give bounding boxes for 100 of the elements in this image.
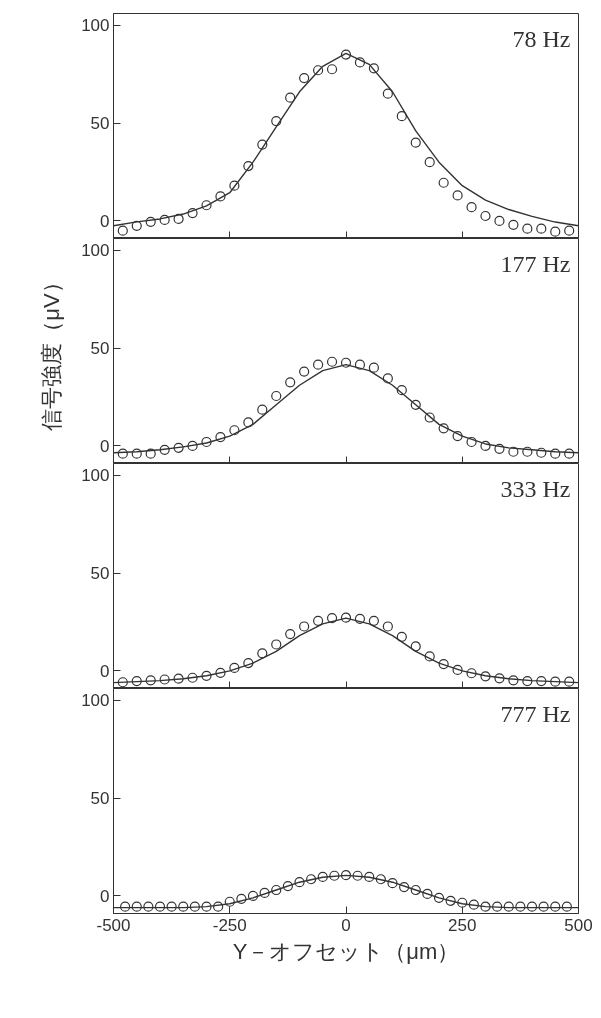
point [522,675,533,687]
point [247,890,259,901]
point [480,671,491,682]
x-tick-label: 0 [341,915,351,935]
point [550,676,561,687]
point [508,219,519,230]
y-tick-label: 0 [100,436,110,456]
point [215,191,226,202]
point [271,639,282,650]
point [313,359,324,370]
point [259,887,270,899]
point [382,621,393,632]
x-tick-label: -500 [96,915,131,935]
point [173,442,184,453]
point [424,412,435,423]
point [438,177,449,188]
y-tick-label: 100 [81,16,110,36]
point [382,88,393,99]
point [215,432,226,443]
point [243,417,254,428]
point [131,220,142,231]
point [550,448,561,459]
point [508,675,519,686]
point [187,672,198,683]
point [424,651,435,662]
point [285,629,296,640]
point [396,385,407,396]
point [508,446,519,457]
point [213,901,224,912]
point [340,870,352,881]
point [382,373,393,384]
point [550,226,561,237]
point [178,901,189,912]
point [375,874,386,885]
point [340,612,352,623]
point [452,190,463,201]
point [503,901,514,912]
point [492,901,503,912]
point [271,884,282,896]
point [522,223,533,234]
point [515,901,526,912]
point [326,612,338,624]
y-tick-label: 50 [90,564,110,584]
point [410,641,421,652]
point [257,139,268,150]
point [257,648,268,659]
point [536,447,547,458]
annotation: 177 Hz [500,250,571,277]
point [166,901,177,912]
x-tick-label: -250 [212,915,247,935]
point [117,448,128,459]
point [536,223,547,234]
point [354,613,366,624]
annotation: 333 Hz [500,475,571,502]
point [159,674,170,685]
point [522,446,533,457]
point [173,213,184,225]
point [306,874,317,885]
point [536,675,547,687]
point [564,225,575,236]
point [410,399,421,410]
point [480,901,491,912]
point [438,423,449,434]
point [236,893,247,904]
point [396,111,407,122]
point [368,63,379,74]
point [326,356,338,367]
point [215,667,226,678]
point [452,431,463,442]
point [224,896,235,907]
point [229,425,240,436]
point [313,65,324,76]
point [452,664,463,675]
point [538,901,549,912]
point [354,57,366,68]
point [354,359,366,370]
point [229,180,240,191]
point [457,897,468,908]
point [326,64,338,75]
point [561,901,572,912]
point [317,871,328,882]
point [145,448,156,459]
point [159,444,170,455]
point [564,448,575,459]
point [154,901,166,912]
point [364,871,375,882]
point [368,615,379,626]
point [282,881,293,892]
point [368,362,379,373]
point [494,215,505,226]
point [299,621,310,632]
point [550,901,561,912]
point [131,675,142,687]
point [229,662,240,674]
point [299,72,310,84]
point [433,892,445,903]
point [526,901,538,912]
annotation: 777 Hz [500,700,571,727]
x-tick-label: 250 [448,915,477,935]
x-tick-label: 500 [564,915,593,935]
